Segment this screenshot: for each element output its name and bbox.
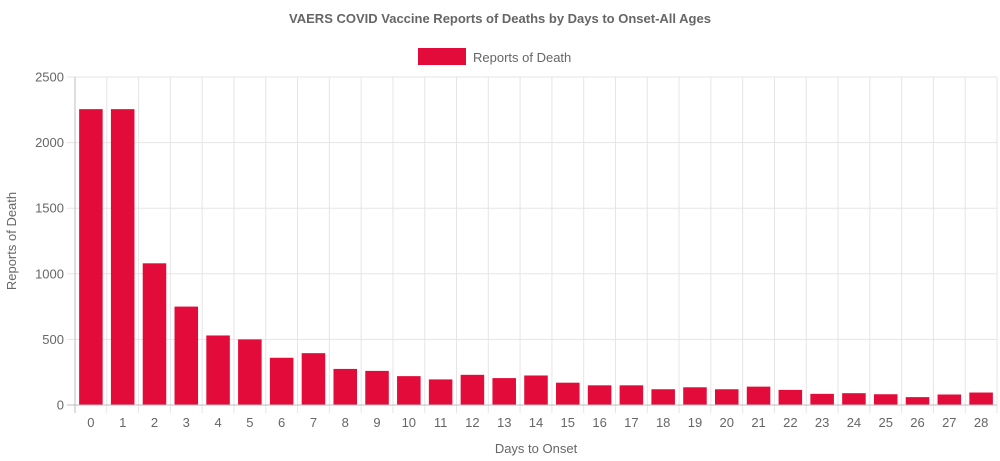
bar-day-24[interactable] <box>842 393 866 405</box>
bar-day-20[interactable] <box>714 389 739 405</box>
y-tick-label: 500 <box>42 332 64 347</box>
bar-day-23[interactable] <box>810 393 834 405</box>
legend[interactable]: Reports of Death <box>418 48 571 65</box>
x-tick-label: 10 <box>402 415 416 430</box>
legend-label: Reports of Death <box>473 50 571 65</box>
x-tick-label: 26 <box>910 415 924 430</box>
bar-day-26[interactable] <box>905 397 930 405</box>
x-tick-label: 14 <box>529 415 543 430</box>
x-tick-label: 20 <box>720 415 734 430</box>
x-tick-label: 19 <box>688 415 702 430</box>
bar-day-0[interactable] <box>79 109 103 406</box>
x-tick-label: 11 <box>434 415 448 430</box>
bar-day-9[interactable] <box>365 370 389 405</box>
bar-day-21[interactable] <box>746 386 771 405</box>
x-tick-label: 22 <box>783 415 797 430</box>
bar-day-7[interactable] <box>301 353 326 405</box>
y-tick-label: 1000 <box>35 266 64 281</box>
x-tick-label: 7 <box>310 415 317 430</box>
bar-day-2[interactable] <box>142 263 167 405</box>
y-axis-label: Reports of Death <box>4 192 19 290</box>
x-tick-label: 2 <box>151 415 158 430</box>
gridlines <box>67 76 998 413</box>
x-tick-label: 0 <box>87 415 94 430</box>
x-tick-label: 27 <box>942 415 956 430</box>
bar-day-12[interactable] <box>460 374 485 405</box>
bar-day-22[interactable] <box>778 389 803 405</box>
legend-swatch <box>418 48 466 65</box>
bar-day-16[interactable] <box>587 385 612 405</box>
x-tick-label: 1 <box>119 415 126 430</box>
bars <box>79 109 993 406</box>
bar-day-27[interactable] <box>937 394 962 405</box>
x-tick-label: 21 <box>751 415 765 430</box>
x-tick-label: 9 <box>373 415 380 430</box>
x-tick-label: 16 <box>592 415 606 430</box>
bar-day-19[interactable] <box>683 387 707 405</box>
bar-day-8[interactable] <box>333 368 358 405</box>
bar-day-5[interactable] <box>238 339 262 405</box>
x-tick-label: 17 <box>624 415 638 430</box>
x-tick-label: 15 <box>561 415 575 430</box>
x-tick-label: 3 <box>183 415 190 430</box>
bar-day-13[interactable] <box>492 378 516 405</box>
bar-day-10[interactable] <box>397 376 421 405</box>
bar-day-4[interactable] <box>206 335 230 405</box>
bar-day-3[interactable] <box>174 306 199 405</box>
bar-day-18[interactable] <box>651 389 675 405</box>
x-tick-label: 13 <box>497 415 511 430</box>
bar-day-11[interactable] <box>428 379 453 405</box>
bar-day-15[interactable] <box>556 382 580 405</box>
axes <box>67 77 997 413</box>
x-tick-label: 24 <box>847 415 861 430</box>
y-tick-label: 2500 <box>35 70 64 85</box>
x-tick-label: 18 <box>656 415 670 430</box>
x-tick-label: 25 <box>878 415 892 430</box>
chart-title: VAERS COVID Vaccine Reports of Deaths by… <box>289 11 711 26</box>
bar-day-14[interactable] <box>524 375 548 405</box>
y-tick-label: 2000 <box>35 135 64 150</box>
x-tick-label: 6 <box>278 415 285 430</box>
x-axis-ticks: 0 1 2 3 4 5 6 7 8 9 10 11 12 13 14 15 16 17 18 19 20 21 22 23 24… <box>87 415 988 430</box>
x-tick-label: 4 <box>214 415 221 430</box>
y-axis-ticks: 0 500 1000 1500 2000 2500 <box>35 70 64 413</box>
bar-day-1[interactable] <box>110 109 135 406</box>
x-axis-label: Days to Onset <box>495 441 578 456</box>
y-tick-label: 1500 <box>35 201 64 216</box>
x-tick-label: 12 <box>465 415 479 430</box>
x-tick-label: 8 <box>342 415 349 430</box>
y-tick-label: 0 <box>57 398 64 413</box>
bar-day-6[interactable] <box>269 357 294 405</box>
bar-day-17[interactable] <box>619 385 644 405</box>
x-tick-label: 5 <box>246 415 253 430</box>
bar-day-25[interactable] <box>873 394 898 405</box>
bar-day-28[interactable] <box>969 392 993 405</box>
x-tick-label: 28 <box>974 415 988 430</box>
x-tick-label: 23 <box>815 415 829 430</box>
